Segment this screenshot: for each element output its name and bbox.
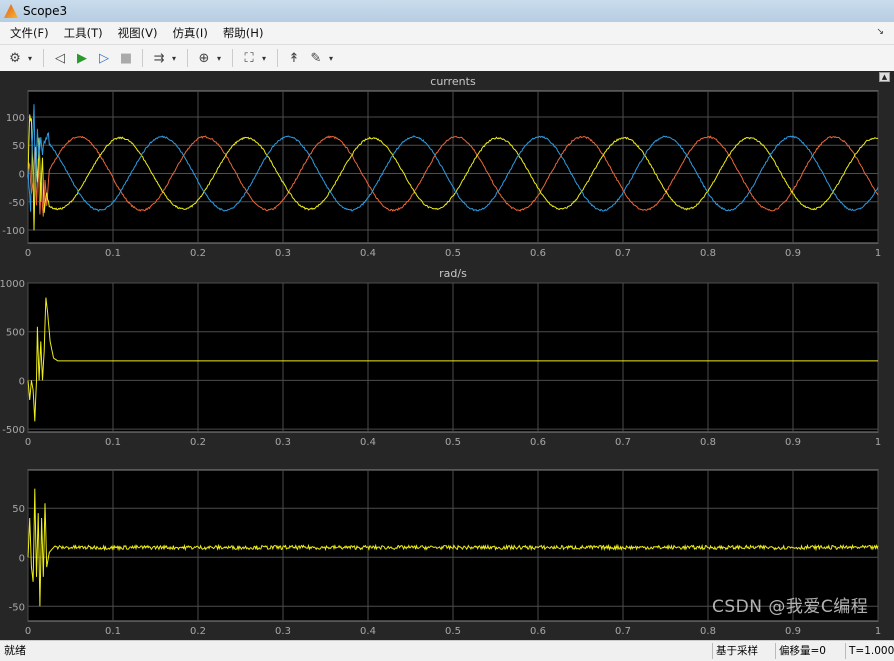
dock-icon[interactable]: ↘ bbox=[876, 27, 884, 37]
y-tick-label: 1000 bbox=[0, 279, 25, 290]
x-tick-label: 0.4 bbox=[360, 626, 376, 637]
toolbar-separator bbox=[277, 49, 278, 67]
x-tick-label: 0.6 bbox=[530, 437, 546, 448]
y-tick-label: 0 bbox=[19, 553, 25, 564]
scope-plots: currents 0 0.1 0.2 0.3 0.4 0.5 0.6 0.7 0.8 0.9 1 -10… bbox=[0, 75, 881, 637]
x-tick-label: 0.6 bbox=[530, 626, 546, 637]
plot-panel-2: rad/s0 0.1 0.2 0.3 0.4 0.5 0.6 0.7 0.8 0.9 1-50005… bbox=[0, 267, 881, 448]
measurement-dropdown[interactable]: ▾ bbox=[329, 53, 334, 63]
x-tick-label: 0 bbox=[25, 437, 31, 448]
signal-selector-icon[interactable]: ⇉ bbox=[153, 50, 165, 66]
x-tick-label: 0.1 bbox=[105, 626, 121, 637]
x-tick-label: 0.7 bbox=[615, 248, 631, 259]
toolbar-separator bbox=[142, 49, 143, 67]
y-tick-label: -50 bbox=[9, 198, 25, 209]
x-tick-label: 0.1 bbox=[105, 248, 121, 259]
x-tick-label: 1 bbox=[875, 437, 881, 448]
y-tick-label: 0 bbox=[19, 376, 25, 387]
gear-dropdown[interactable]: ▾ bbox=[28, 53, 33, 63]
status-bar: 就绪 基于采样 偏移量=0 T=1.000 bbox=[0, 640, 894, 661]
x-tick-label: 0.8 bbox=[700, 437, 716, 448]
x-tick-label: 1 bbox=[875, 626, 881, 637]
x-tick-label: 0 bbox=[25, 626, 31, 637]
series-line-3 bbox=[27, 104, 879, 212]
trigger-icon[interactable]: ↟ bbox=[288, 50, 300, 66]
status-sample-mode: 基于采样 bbox=[712, 643, 772, 659]
status-offset: 偏移量=0 bbox=[775, 643, 843, 659]
menu-help[interactable]: 帮助(H) bbox=[222, 26, 264, 40]
toolbar: ⚙ ▾ ◁ ▶ ▷ ■ ⇉ ▾ ⊕ ▾ ⛶ ▾ ↟ ✎ ▾ bbox=[0, 45, 894, 71]
toolbar-separator bbox=[187, 49, 188, 67]
menu-view[interactable]: 视图(V) bbox=[117, 26, 158, 40]
x-tick-label: 0.6 bbox=[530, 248, 546, 259]
scope-display: currents 0 0.1 0.2 0.3 0.4 0.5 0.6 0.7 0.8 0.9 1 -10… bbox=[0, 71, 894, 640]
y-tick-label: -100 bbox=[2, 226, 25, 237]
y-tick-label: 50 bbox=[12, 504, 25, 515]
x-tick-label: 0.5 bbox=[445, 626, 461, 637]
series-line-2 bbox=[27, 114, 879, 231]
step-forward-icon[interactable]: ▷ bbox=[99, 50, 109, 66]
y-tick-label: 100 bbox=[6, 113, 25, 124]
step-back-icon[interactable]: ◁ bbox=[55, 50, 65, 66]
series-line-1 bbox=[27, 297, 878, 422]
signal-selector-dropdown[interactable]: ▾ bbox=[172, 53, 177, 63]
title-bar: Scope3 bbox=[0, 0, 894, 22]
x-tick-label: 0.9 bbox=[785, 248, 801, 259]
y-tick-label: -50 bbox=[9, 602, 25, 613]
toolbar-separator bbox=[232, 49, 233, 67]
autoscale-icon[interactable]: ⛶ bbox=[244, 50, 254, 66]
x-tick-label: 0.7 bbox=[615, 626, 631, 637]
undock-button[interactable]: ▲ bbox=[879, 72, 890, 82]
x-tick-label: 0.8 bbox=[700, 248, 716, 259]
menu-simulation[interactable]: 仿真(I) bbox=[172, 26, 208, 40]
x-tick-label: 0.8 bbox=[700, 626, 716, 637]
autoscale-dropdown[interactable]: ▾ bbox=[262, 53, 267, 63]
x-tick-label: 0.5 bbox=[445, 248, 461, 259]
status-ready: 就绪 bbox=[4, 644, 26, 657]
y-tick-label: 0 bbox=[19, 169, 25, 180]
zoom-in-icon[interactable]: ⊕ bbox=[198, 50, 210, 66]
window-title: Scope3 bbox=[23, 4, 68, 18]
plot-title: rad/s bbox=[439, 267, 467, 280]
series-line-1 bbox=[27, 488, 879, 607]
x-tick-label: 1 bbox=[875, 248, 881, 259]
x-tick-label: 0.4 bbox=[360, 437, 376, 448]
x-tick-label: 0.2 bbox=[190, 626, 206, 637]
x-tick-label: 0.3 bbox=[275, 437, 291, 448]
plot-title: currents bbox=[430, 75, 476, 88]
toolbar-separator bbox=[43, 49, 44, 67]
x-tick-label: 0.7 bbox=[615, 437, 631, 448]
x-tick-label: 0.1 bbox=[105, 437, 121, 448]
x-tick-label: 0.5 bbox=[445, 437, 461, 448]
x-tick-label: 0.4 bbox=[360, 248, 376, 259]
matlab-logo-icon bbox=[4, 4, 18, 18]
x-tick-label: 0.9 bbox=[785, 437, 801, 448]
x-tick-label: 0.2 bbox=[190, 437, 206, 448]
y-tick-label: -500 bbox=[2, 425, 25, 436]
x-tick-label: 0.9 bbox=[785, 626, 801, 637]
plot-panel-3: 0 0.1 0.2 0.3 0.4 0.5 0.6 0.7 0.8 0.9 1 -50 0 50 bbox=[9, 469, 881, 637]
stop-icon[interactable]: ■ bbox=[119, 50, 133, 66]
x-tick-label: 0.3 bbox=[275, 248, 291, 259]
status-time: T=1.000 bbox=[845, 643, 894, 659]
gear-icon[interactable]: ⚙ bbox=[9, 50, 21, 66]
zoom-in-dropdown[interactable]: ▾ bbox=[217, 53, 222, 63]
x-tick-label: 0.3 bbox=[275, 626, 291, 637]
plot-panel-1: currents 0 0.1 0.2 0.3 0.4 0.5 0.6 0.7 0.8 0.9 1 -10… bbox=[2, 75, 881, 259]
measurement-icon[interactable]: ✎ bbox=[310, 50, 322, 66]
menu-file[interactable]: 文件(F) bbox=[10, 26, 49, 40]
series-line-1 bbox=[27, 135, 879, 217]
menu-bar: 文件(F) 工具(T) 视图(V) 仿真(I) 帮助(H) ↘ bbox=[0, 22, 894, 45]
menu-tools[interactable]: 工具(T) bbox=[63, 26, 103, 40]
x-tick-label: 0.2 bbox=[190, 248, 206, 259]
y-tick-label: 500 bbox=[6, 328, 25, 339]
x-tick-label: 0 bbox=[25, 248, 31, 259]
run-icon[interactable]: ▶ bbox=[77, 50, 87, 66]
y-tick-label: 50 bbox=[12, 141, 25, 152]
